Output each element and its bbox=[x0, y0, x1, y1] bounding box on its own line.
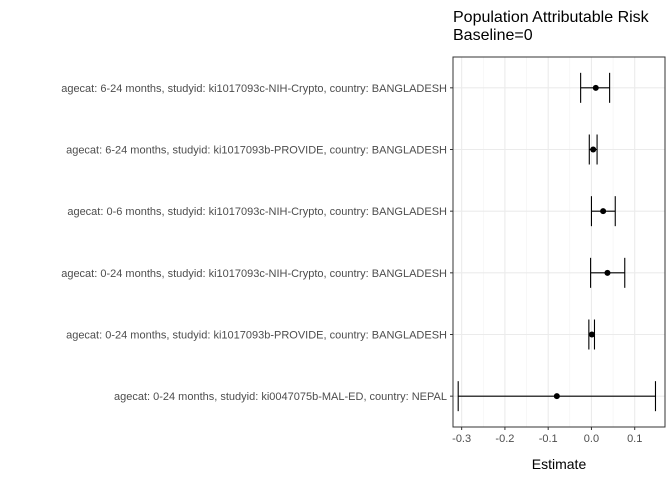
row-mark bbox=[588, 319, 596, 350]
point-estimate bbox=[588, 331, 595, 338]
row-mark bbox=[457, 381, 657, 412]
y-tick-label: agecat: 0-24 months, studyid: ki0047075b… bbox=[114, 391, 447, 403]
chart-title-text: Population Attributable Risk bbox=[453, 9, 650, 26]
row-mark bbox=[590, 196, 616, 227]
point-estimate bbox=[553, 393, 560, 400]
point-estimate bbox=[590, 146, 597, 153]
panel-background bbox=[453, 57, 665, 427]
x-tick-label: -0.1 bbox=[539, 433, 558, 445]
y-axis: agecat: 6-24 months, studyid: ki1017093c… bbox=[61, 83, 453, 403]
y-tick-label: agecat: 6-24 months, studyid: ki1017093c… bbox=[61, 83, 447, 95]
row-mark bbox=[590, 257, 626, 288]
x-tick-label: -0.3 bbox=[452, 433, 471, 445]
grid-layer bbox=[453, 57, 665, 427]
point-estimate bbox=[592, 84, 599, 91]
x-axis: -0.3 -0.2 -0.1 0.0 0.1 bbox=[452, 427, 642, 445]
point-estimate bbox=[604, 269, 611, 276]
y-tick-label: agecat: 6-24 months, studyid: ki1017093b… bbox=[66, 145, 447, 157]
point-estimate bbox=[600, 208, 607, 215]
x-axis-title: Estimate bbox=[532, 456, 587, 472]
y-tick-label: agecat: 0-24 months, studyid: ki1017093b… bbox=[66, 330, 447, 342]
x-tick-label: 0.0 bbox=[584, 433, 599, 445]
chart-subtitle-text: Baseline=0 bbox=[453, 27, 533, 44]
panel-border bbox=[452, 56, 666, 428]
row-mark bbox=[580, 72, 611, 103]
marks-layer bbox=[457, 72, 657, 412]
row-mark bbox=[588, 134, 598, 165]
x-tick-label: 0.1 bbox=[627, 433, 642, 445]
y-tick-label: agecat: 0-6 months, studyid: ki1017093c-… bbox=[67, 206, 447, 218]
chart-title: Population Attributable Risk Baseline=0 bbox=[453, 9, 650, 44]
y-tick-label: agecat: 0-24 months, studyid: ki1017093c… bbox=[61, 268, 447, 280]
x-tick-label: -0.2 bbox=[495, 433, 514, 445]
